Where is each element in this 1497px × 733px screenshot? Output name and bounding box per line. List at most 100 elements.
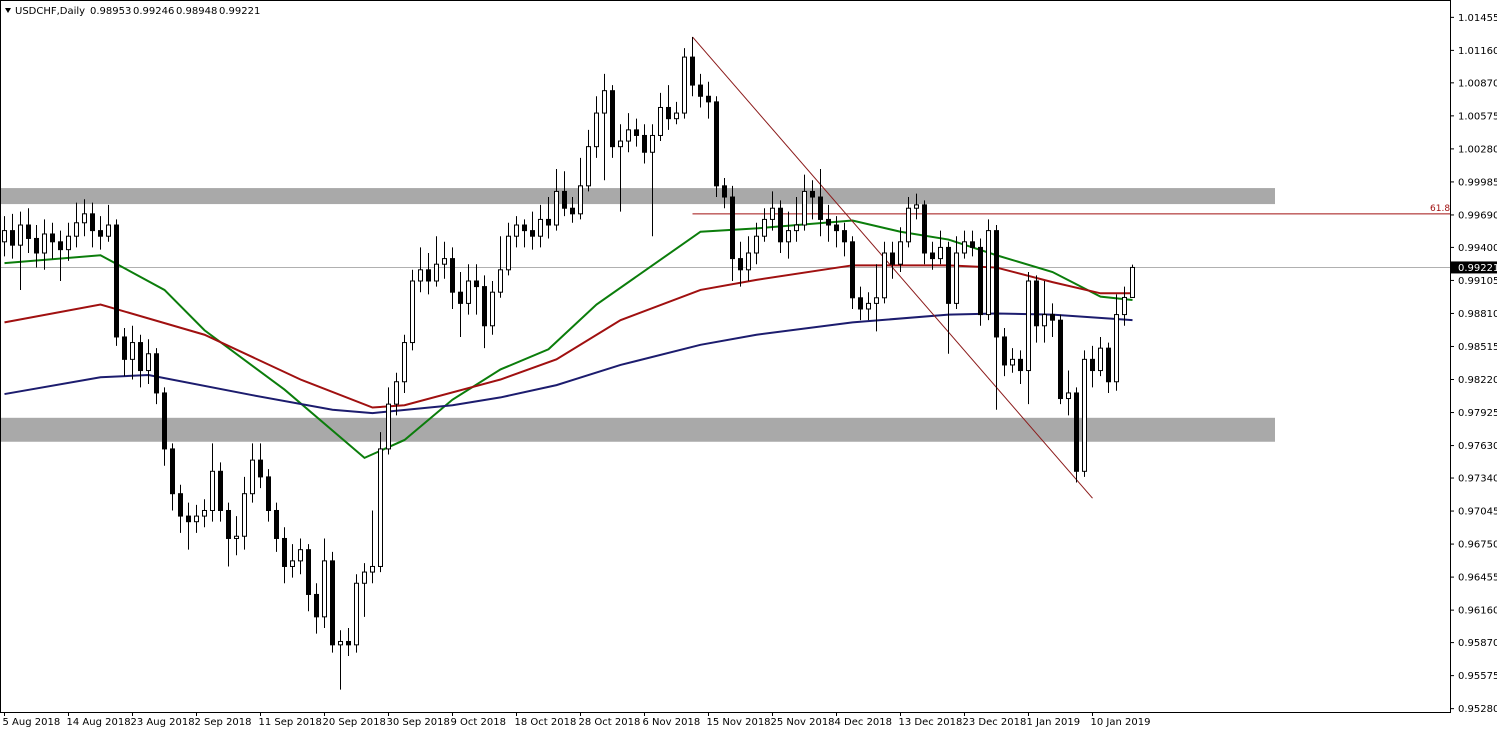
candle-body [1050,314,1055,321]
candle-body [498,269,503,293]
candle-body [762,218,767,237]
candle-body [578,185,583,215]
candle-body [258,459,263,478]
candle-body [114,224,119,338]
candle-body [738,258,743,271]
candle-body [58,241,63,251]
candle-body [410,280,415,344]
candle-body [746,252,751,271]
ohlc-low: 0.98948 [176,6,217,17]
x-tick-label: 14 Aug 2018 [67,717,131,728]
y-tick-label: 0.98220 [1458,375,1497,386]
support-resistance-zone [1,417,1275,442]
x-tick-label: 13 Dec 2018 [899,717,963,728]
y-tick-label: 1.01455 [1458,13,1497,24]
ohlc-open: 0.98953 [90,6,131,17]
candle-body [202,509,207,517]
candle-body [842,230,847,243]
candle-body [274,509,279,539]
candle-body [1058,319,1063,400]
x-tick-label: 1 Jan 2019 [1027,717,1081,728]
candle-body [922,204,927,254]
candle-body [378,448,383,567]
candle-body [418,269,423,282]
candle-body [626,129,631,142]
candle-body [426,269,431,282]
candle-body [1122,296,1127,316]
candle-body [98,230,103,237]
candle-body [1074,392,1079,472]
y-tick-label: 0.99105 [1458,276,1497,287]
candle-body [210,470,215,511]
candle-body [970,241,975,248]
x-tick-label: 15 Nov 2018 [707,717,771,728]
x-tick-label: 11 Sep 2018 [259,717,322,728]
candle-body [266,476,271,511]
candle-body [154,353,159,394]
candle-body [618,140,623,148]
candle-body [362,571,367,584]
y-tick-label: 0.98515 [1458,342,1497,353]
candle-body [570,207,575,215]
y-tick-label: 0.95870 [1458,638,1497,649]
candle-body [1082,358,1087,472]
y-tick-label: 0.99985 [1458,177,1497,188]
candle-body [1066,392,1071,400]
x-tick-label: 23 Aug 2018 [131,717,195,728]
candle-body [714,101,719,187]
candle-body [778,207,783,243]
candle-body [442,258,447,265]
candle-body [458,291,463,304]
x-tick-label: 6 Nov 2018 [643,717,701,728]
candle-body [250,459,255,495]
candle-body [314,593,319,618]
candle-body [818,196,823,220]
candle-body [338,640,343,646]
candle-body [898,241,903,265]
y-tick-label: 0.99690 [1458,210,1497,221]
candle-body [242,493,247,537]
candle-body [954,252,959,304]
candle-body [226,509,231,539]
candle-body [786,230,791,243]
candle-body [290,560,295,567]
candle-body [394,381,399,405]
candle-body [170,448,175,495]
candle-body [594,112,599,148]
x-tick-label: 30 Sep 2018 [387,717,450,728]
candle-body [178,493,183,517]
y-tick-label: 1.01160 [1458,46,1497,57]
candle-body [978,246,983,316]
x-tick-label: 9 Oct 2018 [451,717,506,728]
candle-body [874,297,879,304]
y-tick-label: 0.96750 [1458,540,1497,551]
candle-body [890,252,895,265]
candle-body [194,515,199,523]
candle-body [1106,347,1111,383]
candle-body [658,106,663,136]
candle-body [962,241,967,254]
candle-body [698,84,703,97]
x-tick-label: 4 Dec 2018 [835,717,893,728]
plot-frame [0,0,1451,713]
candle-body [522,224,527,232]
candle-body [66,235,71,251]
candle-body [1098,347,1103,372]
candle-body [634,129,639,136]
candle-body [1130,266,1135,298]
candle-body [42,233,47,254]
candle-body [994,230,999,338]
menu-triangle[interactable] [5,8,11,13]
candle-body [2,230,7,243]
candle-body [34,237,39,254]
candle-body [138,342,143,372]
candle-body [666,106,671,120]
candle-body [1034,280,1039,327]
symbol: USDCHF,Daily [15,6,85,17]
moving-average [4,312,1133,415]
candle-body [50,233,55,243]
candle-body [562,190,567,209]
candle-body [490,291,495,327]
ohlc-high: 0.99246 [133,6,174,17]
